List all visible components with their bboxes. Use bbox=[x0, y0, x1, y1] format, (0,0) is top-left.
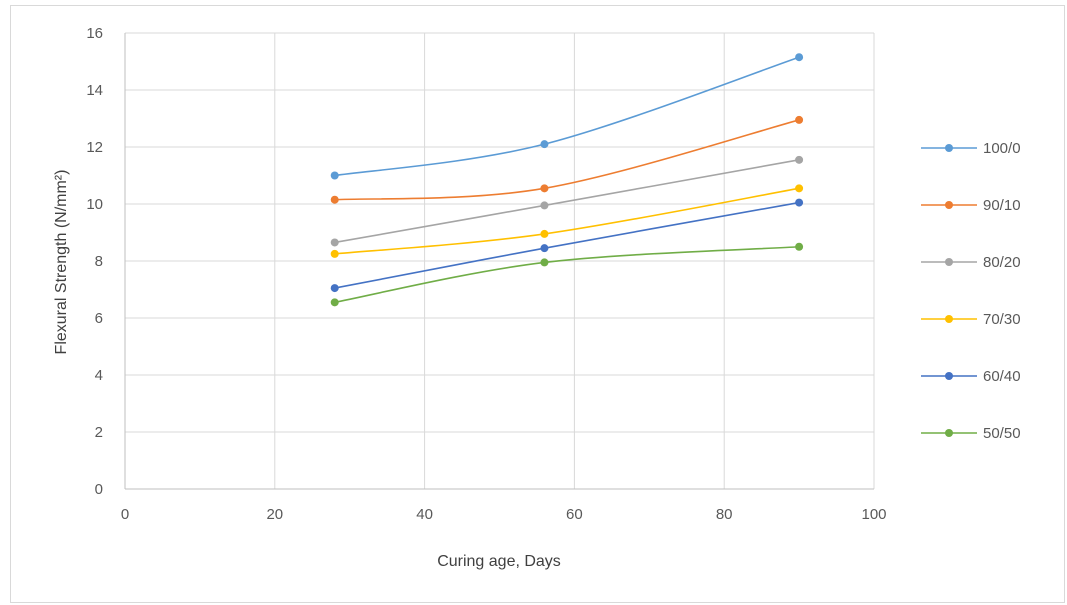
legend-marker-60-40 bbox=[945, 372, 953, 380]
data-point-100-0 bbox=[795, 53, 804, 62]
legend-marker-50-50 bbox=[945, 429, 953, 437]
legend-label-80-20: 80/20 bbox=[983, 254, 1021, 271]
legend-label-60-40: 60/40 bbox=[983, 368, 1021, 385]
chart-frame bbox=[10, 5, 1065, 603]
series-line-100-0 bbox=[334, 56, 800, 177]
x-tick-label: 60 bbox=[566, 506, 583, 523]
data-point-100-0 bbox=[540, 140, 549, 149]
legend-label-70-30: 70/30 bbox=[983, 311, 1021, 328]
y-tick-label: 6 bbox=[95, 310, 103, 327]
y-tick-label: 10 bbox=[86, 196, 103, 213]
y-tick-label: 16 bbox=[86, 25, 103, 42]
y-tick-label: 2 bbox=[95, 424, 103, 441]
data-point-100-0 bbox=[330, 171, 339, 180]
series-layer bbox=[330, 53, 804, 307]
data-point-70-30 bbox=[330, 249, 339, 258]
y-tick-label: 0 bbox=[95, 481, 103, 498]
x-tick-label: 0 bbox=[121, 506, 129, 523]
y-axis-title: Flexural Strength (N/mm²) bbox=[53, 170, 70, 355]
y-tick-label: 4 bbox=[95, 367, 103, 384]
data-point-90-10 bbox=[795, 115, 804, 124]
legend-marker-70-30 bbox=[945, 315, 953, 323]
legend: 100/0 90/10 80/20 70/30 60/40 50/50 bbox=[921, 140, 1021, 442]
data-point-90-10 bbox=[540, 184, 549, 193]
data-point-80-20 bbox=[795, 155, 804, 164]
legend-marker-100-0 bbox=[945, 144, 953, 152]
x-tick-label: 100 bbox=[861, 506, 886, 523]
legend-label-90-10: 90/10 bbox=[983, 197, 1021, 214]
gridlines bbox=[125, 32, 875, 489]
x-tick-label: 80 bbox=[716, 506, 733, 523]
legend-label-100-0: 100/0 bbox=[983, 140, 1021, 157]
series-line-90-10 bbox=[334, 119, 800, 201]
x-tick-label: 40 bbox=[416, 506, 433, 523]
legend-marker-80-20 bbox=[945, 258, 953, 266]
y-tick-label: 14 bbox=[86, 82, 103, 99]
data-point-80-20 bbox=[540, 201, 549, 210]
x-axis-title: Curing age, Days bbox=[437, 553, 561, 570]
axes: 0 2 4 6 8 10 12 14 16 0 20 40 60 80 100 bbox=[86, 25, 886, 523]
y-tick-label: 12 bbox=[86, 139, 103, 156]
data-point-70-30 bbox=[795, 184, 804, 193]
data-point-60-40 bbox=[330, 284, 339, 293]
data-point-70-30 bbox=[540, 229, 549, 238]
data-point-50-50 bbox=[795, 242, 804, 251]
data-point-90-10 bbox=[330, 195, 339, 204]
legend-label-50-50: 50/50 bbox=[983, 425, 1021, 442]
legend-marker-90-10 bbox=[945, 201, 953, 209]
y-tick-label: 8 bbox=[95, 253, 103, 270]
data-point-80-20 bbox=[330, 238, 339, 247]
data-point-50-50 bbox=[540, 258, 549, 267]
data-point-60-40 bbox=[795, 198, 804, 207]
x-tick-label: 20 bbox=[266, 506, 283, 523]
data-point-50-50 bbox=[330, 298, 339, 307]
data-point-60-40 bbox=[540, 244, 549, 253]
series-line-60-40 bbox=[334, 201, 800, 289]
